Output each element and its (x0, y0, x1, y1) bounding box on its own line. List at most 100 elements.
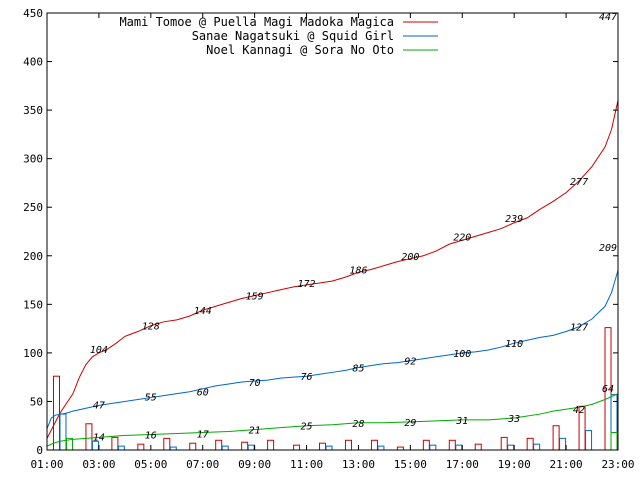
y-tick-label-7: 350 (23, 104, 43, 117)
bar-31 (533, 443, 541, 451)
bar-8 (163, 437, 171, 451)
ticks-layer: 0 50 100 150 200 250 300 350 400 450 01:00 03:00 05:… (23, 7, 634, 471)
x-tick-label-7: 15:00 (394, 458, 427, 471)
x-tick-label-3: 07:00 (186, 458, 219, 471)
x-tick-label-4: 09:00 (238, 458, 271, 471)
y-tick-label-1: 50 (30, 395, 43, 408)
bar-17 (319, 442, 327, 451)
data-label-1-9: 127 (570, 323, 588, 334)
x-tick-label-1: 03:00 (82, 458, 115, 471)
data-label-1-3: 70 (249, 378, 261, 389)
data-label-0-5: 186 (349, 265, 367, 276)
y-tick-label-2: 100 (23, 347, 43, 360)
x-tick-label-9: 19:00 (498, 458, 531, 471)
data-label-0-1: 128 (142, 322, 160, 333)
x-tick-label-2: 05:00 (134, 458, 167, 471)
bar-1 (59, 413, 67, 451)
bar-7 (137, 443, 145, 451)
bar-20 (370, 439, 378, 451)
bar-15 (267, 439, 275, 451)
data-label-2-9: 42 (573, 405, 585, 416)
bar-32 (552, 425, 560, 451)
plot-frame (46, 12, 619, 451)
bar-10 (189, 442, 197, 451)
series-line-1 (46, 247, 619, 429)
x-tick-label-6: 13:00 (342, 458, 375, 471)
bar-35 (585, 430, 593, 451)
data-label-0-7: 220 (453, 232, 471, 243)
bar-14 (247, 444, 255, 451)
data-label-1-7: 100 (453, 349, 471, 360)
data-label-2-1: 16 (145, 430, 157, 441)
bar-29 (507, 444, 515, 451)
data-label-1-8: 110 (505, 339, 523, 350)
x-tick-label-8: 17:00 (446, 458, 479, 471)
data-label-2-3: 21 (249, 426, 261, 437)
bar-11 (215, 439, 223, 451)
labels-layer: 104 128 144 159 172 186 200 220 239 277 447 47 55 60 7… (90, 12, 617, 443)
data-label-0-10: 447 (599, 12, 617, 23)
legend: Mami Tomoe @ Puella Magi Madoka MagicaSa… (119, 15, 438, 57)
data-label-0-9: 277 (570, 177, 588, 188)
bar-3 (85, 423, 93, 451)
data-label-0-8: 239 (505, 214, 523, 225)
data-label-1-2: 60 (197, 388, 209, 399)
data-label-0-0: 104 (90, 345, 108, 356)
y-tick-label-3: 150 (23, 298, 43, 311)
data-label-1-10: 209 (599, 243, 617, 254)
bar-12 (221, 445, 229, 451)
x-tick-label-0: 01:00 (30, 458, 63, 471)
bar-13 (241, 441, 249, 451)
y-tick-label-9: 450 (23, 7, 43, 20)
data-label-1-6: 92 (404, 357, 416, 368)
bar-16 (293, 444, 301, 451)
y-tick-label-6: 300 (23, 153, 43, 166)
x-tick-label-11: 23:00 (601, 458, 634, 471)
data-label-2-4: 25 (301, 422, 313, 433)
legend-label-1: Sanae Nagatsuki @ Squid Girl (192, 29, 394, 43)
legend-label-0: Mami Tomoe @ Puella Magi Madoka Magica (119, 15, 394, 29)
bar-24 (429, 444, 437, 451)
x-tick-label-10: 21:00 (550, 458, 583, 471)
bar-33 (559, 437, 567, 451)
y-tick-label-4: 200 (23, 250, 43, 263)
bar-19 (344, 439, 352, 451)
data-label-0-3: 159 (246, 292, 264, 303)
data-label-1-5: 85 (352, 363, 364, 374)
y-tick-label-0: 0 (36, 444, 43, 457)
data-label-1-1: 55 (145, 393, 157, 404)
bars-layer (52, 327, 618, 451)
y-tick-label-5: 250 (23, 201, 43, 214)
lines-layer (46, 15, 619, 447)
data-label-1-4: 76 (301, 372, 313, 383)
bar-6 (117, 445, 125, 451)
data-label-2-2: 17 (197, 429, 209, 440)
data-label-2-0: 14 (93, 432, 105, 443)
bar-27 (474, 443, 482, 451)
series-line-0 (46, 15, 619, 439)
bar-25 (448, 439, 456, 451)
bar-5 (111, 436, 119, 451)
data-label-2-5: 28 (352, 419, 364, 430)
bar-26 (455, 444, 463, 451)
data-label-0-2: 144 (194, 306, 212, 317)
bar-18 (325, 445, 333, 451)
data-label-2-6: 29 (404, 418, 416, 429)
series-line-2 (46, 387, 619, 447)
data-label-2-7: 31 (455, 416, 468, 427)
data-label-2-10: 64 (602, 384, 614, 395)
bar-28 (500, 436, 508, 451)
data-label-1-0: 47 (93, 400, 105, 411)
data-label-2-8: 33 (507, 414, 520, 425)
bar-38 (610, 432, 618, 451)
bar-37 (610, 394, 618, 451)
bar-21 (377, 445, 385, 451)
y-tick-label-8: 400 (23, 56, 43, 69)
legend-label-2: Noel Kannagi @ Sora No Oto (206, 43, 394, 57)
data-label-0-6: 200 (401, 252, 419, 263)
x-tick-label-5: 11:00 (290, 458, 323, 471)
bar-30 (526, 437, 534, 451)
bar-23 (422, 439, 430, 451)
